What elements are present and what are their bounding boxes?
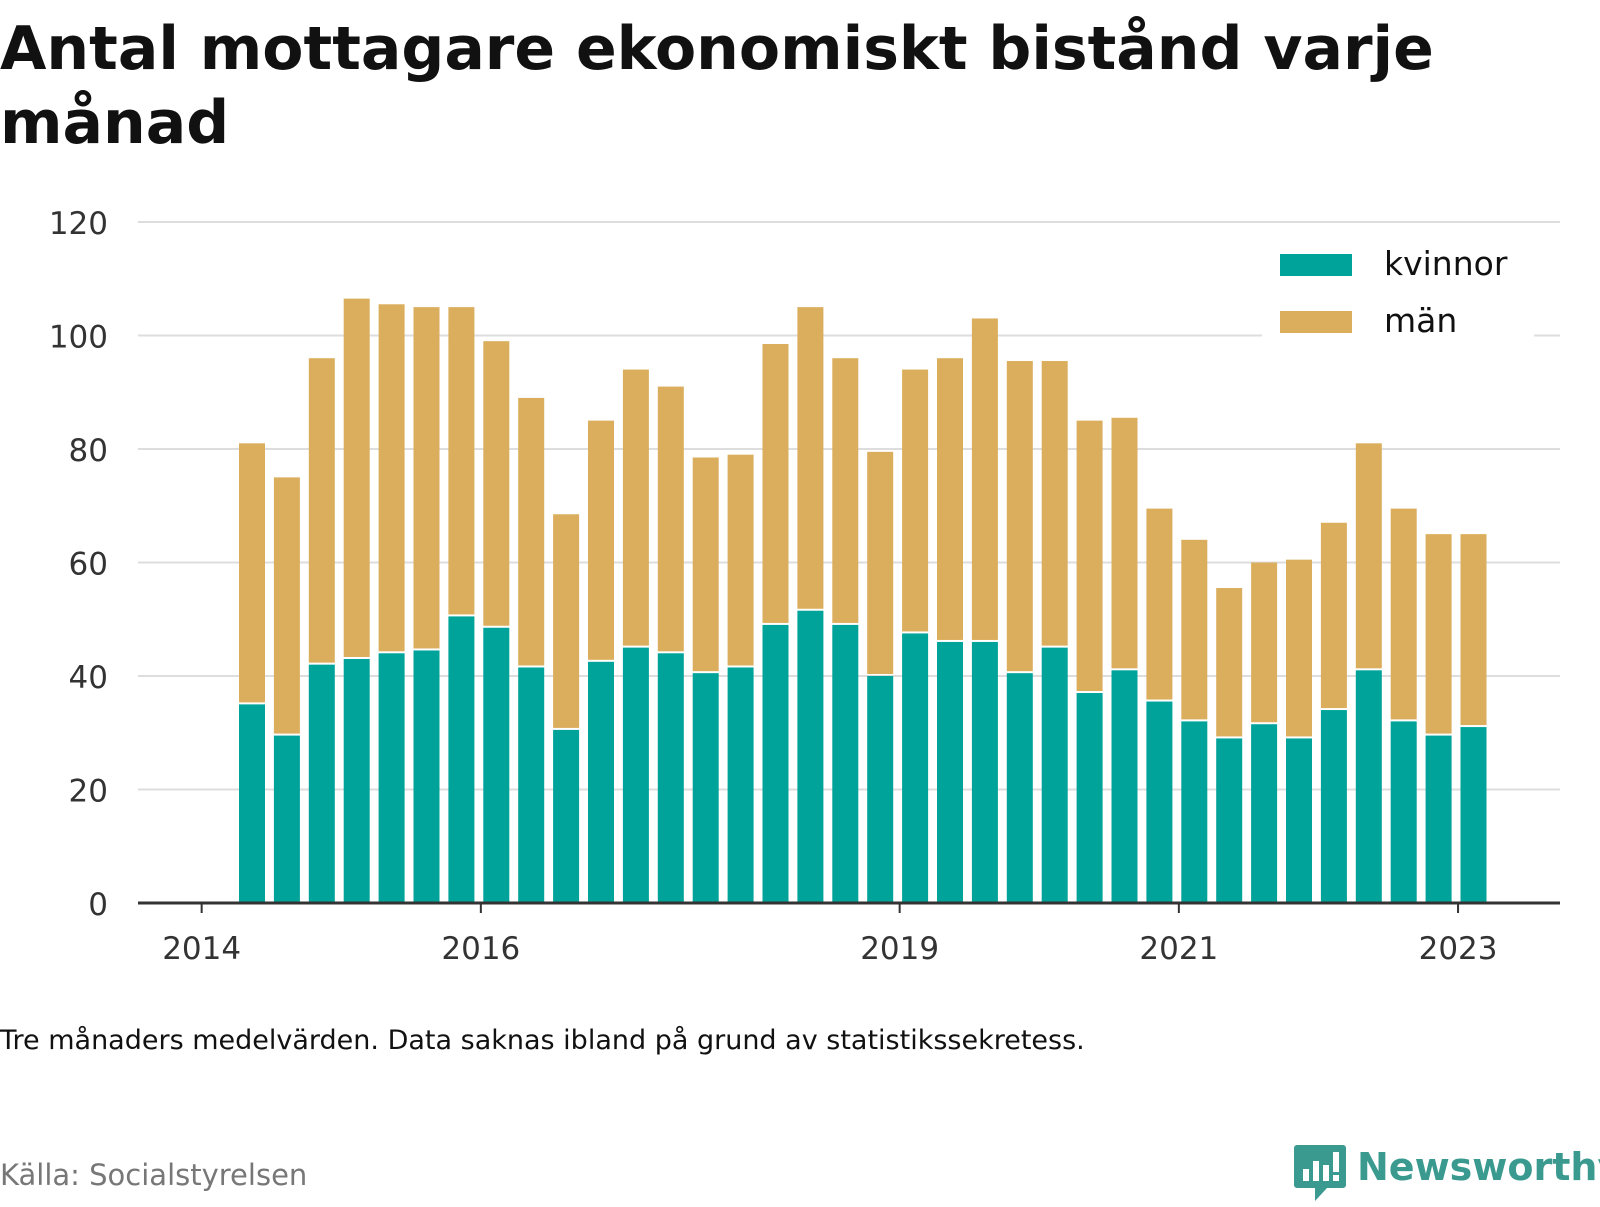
- bar-kvinnor: [553, 729, 580, 903]
- bar-man: [1286, 559, 1312, 737]
- y-tick-label: 20: [69, 774, 108, 810]
- bar-kvinnor: [727, 667, 754, 903]
- bar-man: [937, 358, 963, 640]
- bar-man: [1076, 420, 1103, 692]
- bar-man: [1181, 539, 1208, 720]
- bar-man: [273, 477, 300, 734]
- bar-man: [1355, 443, 1382, 669]
- bar-man: [308, 358, 335, 663]
- bar-man: [1460, 534, 1487, 726]
- bar-man: [1216, 588, 1243, 737]
- bar-kvinnor: [378, 653, 405, 903]
- brand-logo: Newsworthy: [1293, 1143, 1600, 1203]
- bar-kvinnor: [657, 653, 684, 903]
- x-tick-label: 2023: [1419, 931, 1498, 967]
- bar-man: [867, 451, 894, 674]
- bar-man: [657, 386, 684, 652]
- x-axis: 2014 2016 2019 2021 2023: [138, 901, 1560, 967]
- bar-man: [1006, 361, 1033, 672]
- bar-man: [1390, 508, 1417, 720]
- stacked-bar-chart: 0 20 40 60 80 100 120 2014 2016 2019 2021 2023 kvi…: [49, 206, 1560, 967]
- bar-man: [483, 341, 510, 626]
- bar-kvinnor: [622, 647, 649, 903]
- bar-kvinnor: [1251, 724, 1278, 903]
- bar-kvinnor: [239, 704, 265, 903]
- bars: [239, 298, 1487, 903]
- bar-kvinnor: [692, 673, 719, 903]
- bar-kvinnor: [1076, 693, 1103, 903]
- bar-kvinnor: [832, 624, 859, 903]
- legend-label: kvinnor: [1384, 244, 1508, 283]
- chart-title: Antal mottagare ekonomiskt bistånd varje…: [0, 14, 1434, 158]
- bar-man: [692, 457, 719, 672]
- bar-man: [518, 397, 545, 666]
- legend: kvinnor män: [1262, 238, 1534, 346]
- legend-swatch: [1280, 311, 1352, 333]
- bar-kvinnor: [937, 641, 963, 903]
- bar-kvinnor: [1460, 727, 1487, 903]
- bar-man: [1320, 522, 1347, 709]
- x-tick-label: 2021: [1139, 931, 1218, 967]
- bar-kvinnor: [1181, 721, 1208, 903]
- bar-man: [1251, 562, 1278, 723]
- bar-man: [343, 298, 370, 657]
- bar-man: [902, 369, 929, 632]
- bar-man: [448, 307, 475, 615]
- bar-kvinnor: [1041, 647, 1068, 903]
- bar-man: [971, 318, 998, 640]
- source-credit: Källa: Socialstyrelsen: [0, 1158, 308, 1192]
- bar-kvinnor: [1216, 738, 1243, 903]
- bar-kvinnor: [413, 650, 440, 903]
- bar-kvinnor: [902, 633, 929, 903]
- legend-swatch: [1280, 254, 1352, 276]
- bar-man: [727, 454, 754, 666]
- bar-kvinnor: [343, 658, 370, 903]
- bar-kvinnor: [448, 616, 475, 903]
- bar-kvinnor: [588, 661, 614, 903]
- bar-man: [378, 304, 405, 652]
- y-tick-label: 120: [49, 206, 108, 242]
- bar-kvinnor: [483, 627, 510, 903]
- y-axis-tick-labels: 0 20 40 60 80 100 120: [49, 206, 108, 923]
- bar-man: [1041, 361, 1068, 646]
- y-tick-label: 0: [88, 887, 108, 923]
- legend-label: män: [1384, 301, 1457, 340]
- chart-note: Tre månaders medelvärden. Data saknas ib…: [0, 1025, 1085, 1056]
- bar-kvinnor: [308, 664, 335, 903]
- x-tick-label: 2014: [162, 931, 241, 967]
- newsworthy-logo-icon: [1294, 1145, 1346, 1201]
- bar-kvinnor: [518, 667, 545, 903]
- brand-name: Newsworthy: [1357, 1145, 1600, 1189]
- bar-man: [553, 514, 580, 728]
- bar-man: [832, 358, 859, 623]
- bar-kvinnor: [1146, 701, 1173, 903]
- bar-kvinnor: [1390, 721, 1417, 903]
- y-tick-label: 60: [69, 547, 108, 583]
- bar-kvinnor: [273, 735, 300, 903]
- bar-kvinnor: [1355, 670, 1382, 903]
- bar-kvinnor: [762, 624, 789, 903]
- bar-kvinnor: [1006, 673, 1033, 903]
- bar-man: [1146, 508, 1173, 700]
- bar-man: [1425, 534, 1452, 734]
- bar-man: [239, 443, 265, 703]
- bar-man: [762, 344, 789, 623]
- bar-man: [588, 420, 614, 660]
- y-tick-label: 80: [69, 433, 108, 469]
- bar-kvinnor: [1111, 670, 1138, 903]
- bar-kvinnor: [1320, 710, 1347, 903]
- bar-man: [413, 307, 440, 649]
- bar-man: [797, 307, 824, 609]
- bar-kvinnor: [971, 641, 998, 903]
- x-tick-label: 2019: [860, 931, 939, 967]
- x-tick-label: 2016: [441, 931, 520, 967]
- bar-kvinnor: [797, 610, 824, 903]
- y-tick-label: 40: [69, 660, 108, 696]
- bar-kvinnor: [867, 676, 894, 903]
- bar-kvinnor: [1286, 738, 1312, 903]
- bar-man: [622, 369, 649, 646]
- y-tick-label: 100: [49, 320, 108, 356]
- bar-kvinnor: [1425, 735, 1452, 903]
- bar-man: [1111, 417, 1138, 669]
